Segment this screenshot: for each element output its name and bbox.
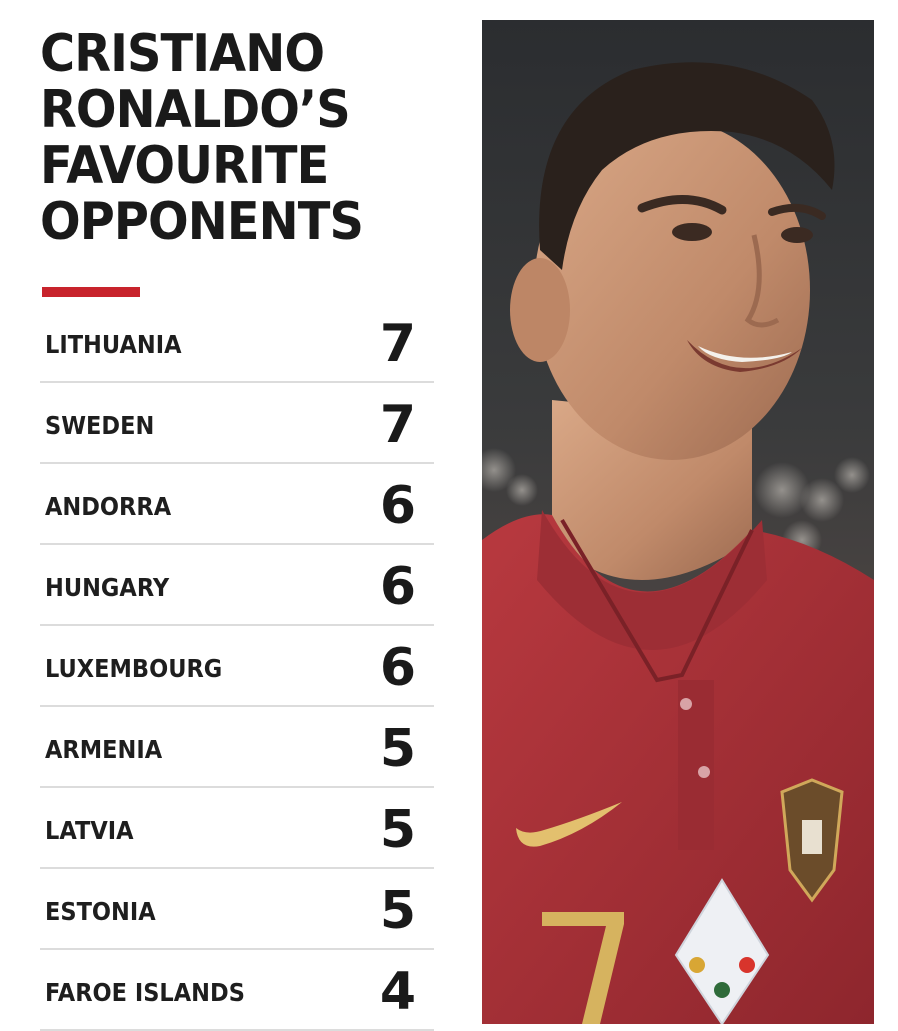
country-name: ANDORRA [45,492,172,521]
list-item: LUXEMBOURG 6 [40,626,434,707]
list-item: LATVIA 5 [40,788,434,869]
country-name: SWEDEN [45,411,155,440]
goal-count: 5 [379,719,416,779]
player-illustration [482,62,874,1024]
country-name: HUNGARY [45,573,170,602]
country-name: ESTONIA [45,897,156,926]
list-item: ANDORRA 6 [40,464,434,545]
list-item: LITHUANIA 7 [40,302,434,383]
country-name: LATVIA [45,816,134,845]
title-line: OPPONENTS [40,192,364,252]
player-photo [482,20,874,1024]
goal-count: 5 [379,881,416,941]
opponents-panel: CRISTIANO RONALDO’S FAVOURITE OPPONENTS … [40,0,434,1031]
goal-count: 5 [379,800,416,860]
goal-count: 6 [379,638,416,698]
accent-bar [42,287,140,297]
list-item: ESTONIA 5 [40,869,434,950]
list-item: ARMENIA 5 [40,707,434,788]
country-name: FAROE ISLANDS [45,978,245,1007]
goal-count: 6 [379,557,416,617]
goal-count: 4 [379,962,416,1022]
list-item: FAROE ISLANDS 4 [40,950,434,1031]
title-line: RONALDO’S [40,80,351,140]
title-line: FAVOURITE [40,136,329,196]
country-name: ARMENIA [45,735,163,764]
country-name: LUXEMBOURG [45,654,223,683]
opponents-list: LITHUANIA 7 SWEDEN 7 ANDORRA 6 HUNGARY 6… [40,302,434,1031]
page-title: CRISTIANO RONALDO’S FAVOURITE OPPONENTS [40,26,408,250]
goal-count: 7 [379,314,416,374]
list-item: HUNGARY 6 [40,545,434,626]
title-line: CRISTIANO [40,24,325,84]
goal-count: 6 [379,476,416,536]
list-item: SWEDEN 7 [40,383,434,464]
goal-count: 7 [379,395,416,455]
country-name: LITHUANIA [45,330,182,359]
